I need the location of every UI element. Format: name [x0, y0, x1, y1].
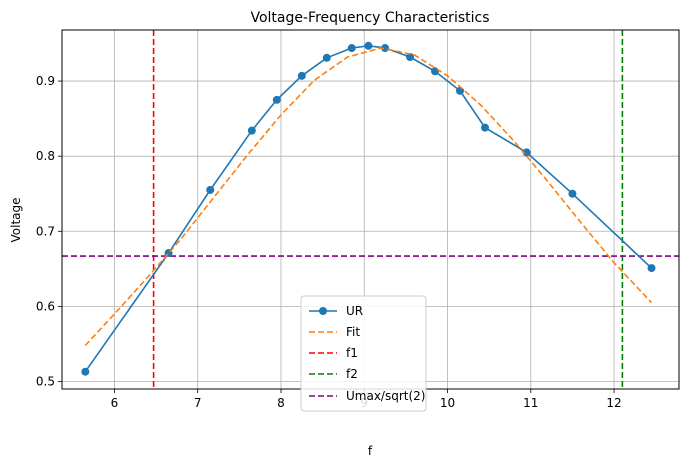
data-point-ur — [647, 264, 656, 273]
legend: UR Fit f1 f2 Umax/sqrt(2) — [300, 295, 427, 412]
legend-box — [300, 295, 427, 412]
data-point-ur — [247, 126, 256, 135]
legend-item-f2: f2 — [309, 367, 358, 381]
legend-item-fit: Fit — [309, 325, 360, 339]
y-tick-label: 0.8 — [36, 149, 55, 163]
x-tick-label: 10 — [440, 396, 455, 410]
data-series — [81, 41, 656, 376]
data-point-ur — [522, 148, 531, 157]
x-axis-title: f — [368, 444, 373, 458]
data-point-ur — [272, 95, 281, 104]
legend-label-umax: Umax/sqrt(2) — [346, 389, 425, 403]
data-point-ur — [480, 123, 489, 132]
data-point-ur — [431, 67, 440, 76]
axis-ticks: 67891011120.50.60.70.80.9 — [36, 74, 622, 410]
y-tick-label: 0.6 — [36, 299, 55, 313]
x-tick-label: 11 — [523, 396, 538, 410]
y-tick-label: 0.7 — [36, 224, 55, 238]
data-point-ur — [364, 41, 373, 50]
y-axis-title: Voltage — [9, 197, 23, 242]
legend-label-f2: f2 — [346, 367, 358, 381]
x-tick-label: 6 — [111, 396, 119, 410]
data-point-ur — [406, 53, 415, 62]
legend-item-ur: UR — [309, 304, 363, 318]
data-point-ur — [81, 367, 90, 376]
x-tick-label: 12 — [606, 396, 621, 410]
reference-lines — [62, 30, 679, 389]
legend-label-f1: f1 — [346, 346, 358, 360]
x-tick-label: 8 — [277, 396, 285, 410]
legend-label-ur: UR — [346, 304, 363, 318]
data-point-ur — [456, 86, 465, 95]
data-point-ur — [206, 185, 215, 194]
y-tick-label: 0.5 — [36, 374, 55, 388]
y-tick-label: 0.9 — [36, 74, 55, 88]
data-point-ur — [568, 189, 577, 198]
data-point-ur — [297, 71, 306, 80]
x-tick-label: 7 — [194, 396, 202, 410]
data-point-ur — [322, 53, 331, 62]
series-line-fit — [84, 47, 653, 346]
data-point-ur — [347, 44, 356, 53]
legend-item-f1: f1 — [309, 346, 358, 360]
legend-label-fit: Fit — [346, 325, 360, 339]
legend-marker-ur — [319, 307, 327, 315]
legend-item-umax: Umax/sqrt(2) — [309, 389, 425, 403]
chart-title: Voltage-Frequency Characteristics — [250, 10, 489, 26]
